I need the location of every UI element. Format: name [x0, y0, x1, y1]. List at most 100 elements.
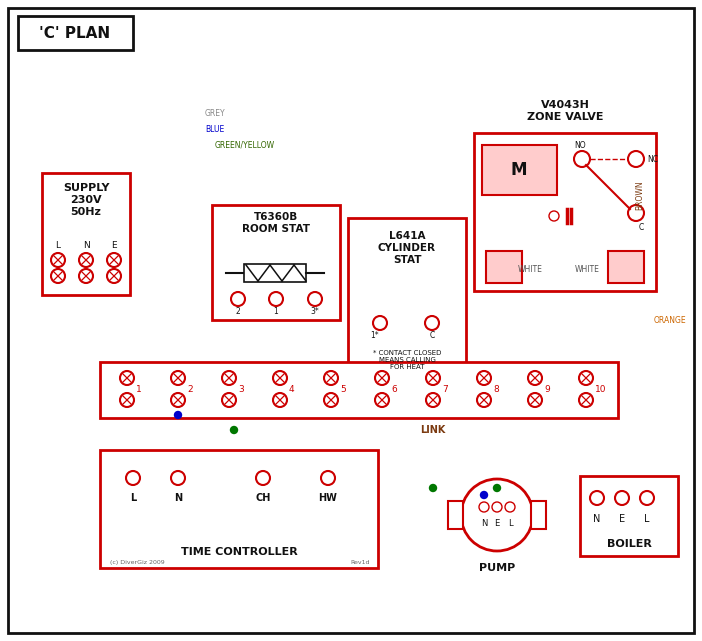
Circle shape	[375, 393, 389, 407]
Text: 2: 2	[187, 385, 192, 394]
Circle shape	[171, 471, 185, 485]
Text: BOILER: BOILER	[607, 539, 651, 549]
FancyBboxPatch shape	[608, 251, 644, 283]
Text: (c) DiverGiz 2009: (c) DiverGiz 2009	[110, 560, 165, 565]
Circle shape	[477, 393, 491, 407]
Circle shape	[590, 491, 604, 505]
Text: N: N	[174, 493, 182, 503]
Text: C: C	[430, 331, 435, 340]
Text: 3: 3	[238, 385, 244, 394]
Circle shape	[324, 393, 338, 407]
FancyBboxPatch shape	[531, 501, 546, 529]
Text: T6360B
ROOM STAT: T6360B ROOM STAT	[242, 212, 310, 234]
Ellipse shape	[461, 479, 533, 551]
Circle shape	[126, 471, 140, 485]
Text: 1: 1	[136, 385, 142, 394]
Text: L: L	[130, 493, 136, 503]
Circle shape	[51, 269, 65, 283]
Text: WHITE: WHITE	[575, 265, 600, 274]
Text: TIME CONTROLLER: TIME CONTROLLER	[180, 547, 298, 557]
Circle shape	[107, 269, 121, 283]
Circle shape	[579, 393, 593, 407]
Circle shape	[505, 502, 515, 512]
FancyBboxPatch shape	[100, 362, 618, 418]
Circle shape	[107, 253, 121, 267]
Circle shape	[222, 371, 236, 385]
Text: NC: NC	[647, 154, 658, 163]
Circle shape	[426, 393, 440, 407]
Circle shape	[171, 371, 185, 385]
FancyBboxPatch shape	[8, 8, 694, 633]
FancyBboxPatch shape	[244, 264, 306, 282]
Circle shape	[640, 491, 654, 505]
Circle shape	[308, 292, 322, 306]
Circle shape	[480, 492, 487, 499]
Text: L641A
CYLINDER
STAT: L641A CYLINDER STAT	[378, 231, 436, 265]
Circle shape	[273, 371, 287, 385]
Text: L: L	[508, 519, 512, 528]
FancyBboxPatch shape	[482, 145, 557, 195]
Text: BROWN: BROWN	[635, 180, 644, 210]
Text: E: E	[494, 519, 500, 528]
Circle shape	[269, 292, 283, 306]
Circle shape	[273, 393, 287, 407]
Text: N: N	[83, 242, 89, 251]
Text: NO: NO	[574, 140, 585, 149]
Text: HW: HW	[319, 493, 338, 503]
Text: 1*: 1*	[371, 331, 379, 340]
Text: 4: 4	[289, 385, 295, 394]
Circle shape	[426, 371, 440, 385]
FancyBboxPatch shape	[348, 218, 466, 376]
Text: 3*: 3*	[310, 306, 319, 315]
Circle shape	[79, 269, 93, 283]
Text: 10: 10	[595, 385, 607, 394]
Circle shape	[120, 393, 134, 407]
Text: Rev1d: Rev1d	[350, 560, 370, 565]
Circle shape	[528, 393, 542, 407]
Text: L: L	[55, 242, 60, 251]
Text: 6: 6	[391, 385, 397, 394]
Circle shape	[79, 253, 93, 267]
Text: L: L	[644, 514, 650, 524]
FancyBboxPatch shape	[580, 476, 678, 556]
Text: SUPPLY
230V
50Hz: SUPPLY 230V 50Hz	[62, 183, 110, 217]
Circle shape	[321, 471, 335, 485]
Text: N: N	[593, 514, 601, 524]
Circle shape	[579, 371, 593, 385]
Text: E: E	[111, 242, 117, 251]
FancyBboxPatch shape	[100, 450, 378, 568]
Circle shape	[222, 393, 236, 407]
Circle shape	[120, 371, 134, 385]
Circle shape	[373, 316, 387, 330]
Circle shape	[494, 485, 501, 492]
Text: * CONTACT CLOSED
MEANS CALLING
FOR HEAT: * CONTACT CLOSED MEANS CALLING FOR HEAT	[373, 350, 441, 370]
Text: 1: 1	[274, 306, 279, 315]
Text: 7: 7	[442, 385, 448, 394]
Circle shape	[479, 502, 489, 512]
Circle shape	[231, 292, 245, 306]
Circle shape	[492, 502, 502, 512]
Circle shape	[171, 393, 185, 407]
Text: E: E	[619, 514, 625, 524]
Circle shape	[574, 151, 590, 167]
Text: 9: 9	[544, 385, 550, 394]
Circle shape	[425, 316, 439, 330]
Text: LINK: LINK	[420, 425, 446, 435]
Text: ORANGE: ORANGE	[654, 316, 687, 325]
FancyBboxPatch shape	[448, 501, 463, 529]
Text: CH: CH	[256, 493, 271, 503]
Text: C: C	[638, 222, 644, 231]
Text: 8: 8	[493, 385, 498, 394]
Text: 2: 2	[236, 306, 240, 315]
FancyBboxPatch shape	[42, 173, 130, 295]
Circle shape	[230, 426, 237, 433]
FancyBboxPatch shape	[474, 133, 656, 291]
Text: N: N	[481, 519, 487, 528]
Circle shape	[430, 485, 437, 492]
Text: GREEN/YELLOW: GREEN/YELLOW	[215, 141, 275, 150]
Circle shape	[51, 253, 65, 267]
Text: V4043H
ZONE VALVE: V4043H ZONE VALVE	[526, 100, 603, 122]
Text: M: M	[511, 161, 527, 179]
Circle shape	[256, 471, 270, 485]
Text: PUMP: PUMP	[479, 563, 515, 573]
